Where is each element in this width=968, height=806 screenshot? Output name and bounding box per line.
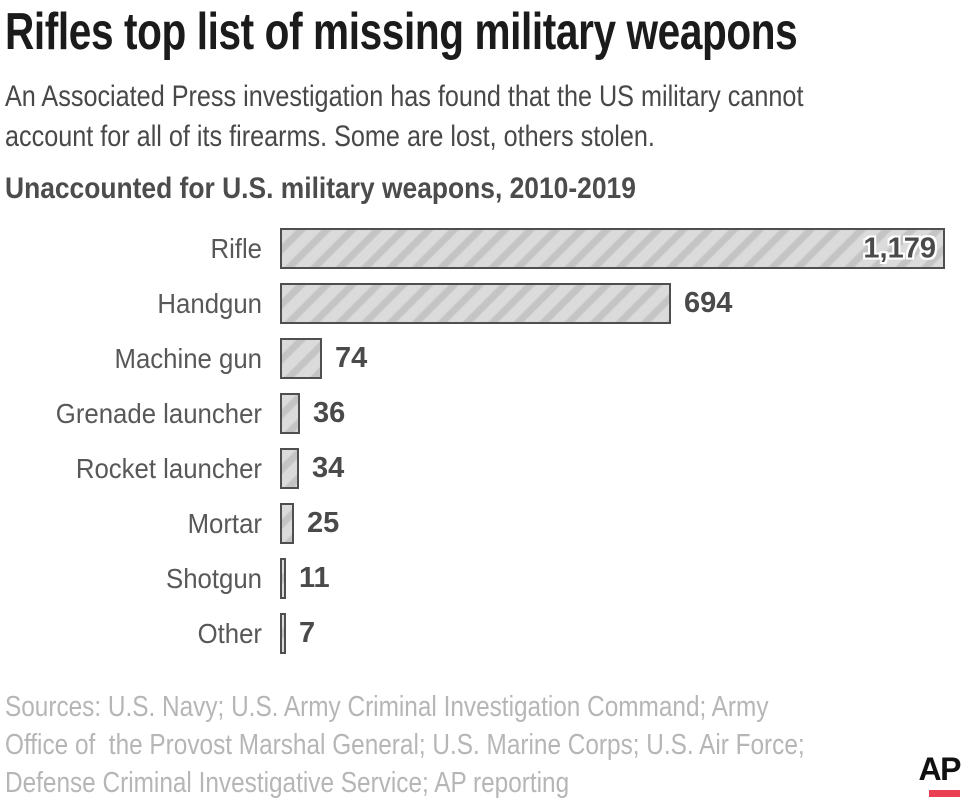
ap-logo-text: AP (918, 751, 962, 787)
category-label: Machine gun (114, 342, 263, 374)
bar (280, 393, 300, 434)
category-label: Handgun (157, 287, 262, 319)
bar (280, 448, 299, 489)
bar-track: 74 (280, 338, 968, 379)
subtitle-line: An Associated Press investigation has fo… (5, 80, 804, 113)
ap-logo: AP (918, 751, 962, 797)
bar-track: 1,179 (280, 228, 968, 269)
bar (280, 283, 671, 324)
chart-row: Rocket launcher 34 (0, 448, 968, 489)
category-label: Mortar (187, 507, 262, 539)
bar (280, 558, 286, 599)
bar-chart: Rifle 1,179 Handgun 694 Machine gun 74 Grenade… (0, 228, 968, 668)
chart-title: Unaccounted for U.S. military weapons, 2… (5, 172, 636, 205)
category-label: Grenade launcher (55, 397, 262, 429)
source-line: Office of the Provost Marshal General; U… (5, 729, 805, 761)
bar (280, 338, 322, 379)
chart-row: Shotgun 11 (0, 558, 968, 599)
category-label: Rifle (210, 232, 262, 264)
bar-track: 11 (280, 558, 968, 599)
bar: 1,179 (280, 228, 945, 269)
subtitle-line: account for all of its firearms. Some ar… (5, 120, 655, 153)
value-label: 74 (335, 342, 368, 374)
bar (280, 503, 294, 544)
source-note: Sources: U.S. Navy; U.S. Army Criminal I… (5, 688, 805, 802)
headline: Rifles top list of missing military weap… (5, 3, 798, 61)
ap-logo-underline (929, 790, 960, 797)
chart-row: Rifle 1,179 (0, 228, 968, 269)
bar-track: 34 (280, 448, 968, 489)
value-label: 7 (299, 617, 316, 649)
chart-row: Machine gun 74 (0, 338, 968, 379)
chart-row: Other 7 (0, 613, 968, 654)
value-label: 11 (299, 562, 330, 594)
value-label: 694 (684, 287, 733, 319)
chart-row: Handgun 694 (0, 283, 968, 324)
bar-track: 36 (280, 393, 968, 434)
value-label: 1,179 (863, 232, 936, 264)
chart-row: Grenade launcher 36 (0, 393, 968, 434)
category-label: Other (197, 617, 262, 649)
value-label: 36 (313, 397, 346, 429)
source-line: Sources: U.S. Navy; U.S. Army Criminal I… (5, 691, 769, 723)
chart-row: Mortar 25 (0, 503, 968, 544)
value-label: 34 (312, 452, 345, 484)
value-label: 25 (307, 507, 340, 539)
bar-track: 7 (280, 613, 968, 654)
subtitle: An Associated Press investigation has fo… (5, 77, 803, 157)
source-line: Defense Criminal Investigative Service; … (5, 767, 570, 799)
category-label: Rocket launcher (75, 452, 262, 484)
category-label: Shotgun (166, 562, 262, 594)
bar (280, 613, 286, 654)
bar-track: 25 (280, 503, 968, 544)
bar-track: 694 (280, 283, 968, 324)
